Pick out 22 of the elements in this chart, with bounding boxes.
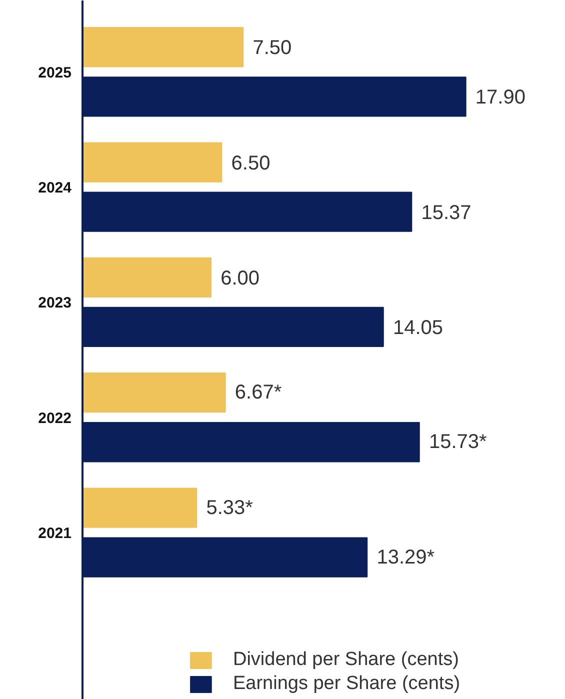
bar (82, 142, 222, 182)
bar (82, 257, 212, 298)
y-tick-label: 2021 (38, 525, 72, 542)
legend-label: Earnings per Share (cents) (232, 673, 460, 695)
data-label: 13.29* (376, 546, 435, 568)
data-label: 17.90 (475, 86, 526, 109)
data-label: 7.50 (252, 37, 292, 60)
y-tick-label: 2022 (38, 410, 72, 427)
bar (82, 372, 226, 413)
data-label: 6.00 (220, 267, 260, 290)
bar (82, 488, 198, 528)
y-tick-label: 2025 (38, 64, 72, 82)
y-tick-label: 2024 (38, 180, 72, 197)
bar (82, 27, 244, 68)
data-label: 6.50 (231, 152, 270, 174)
data-label: 5.33* (206, 496, 254, 519)
legend-label: Dividend per Share (cents) (232, 649, 459, 671)
data-label: 15.73* (428, 431, 487, 454)
data-label: 6.67* (234, 382, 282, 404)
y-tick-label: 2023 (38, 294, 72, 312)
data-label: 14.05 (392, 316, 444, 339)
data-label: 15.37 (421, 202, 472, 224)
